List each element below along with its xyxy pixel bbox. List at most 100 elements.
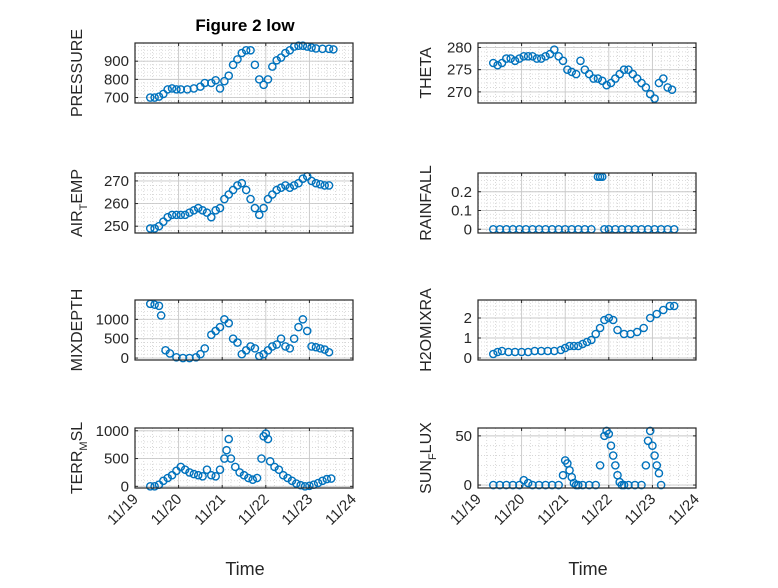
data-point [237,48,247,58]
data-point [211,206,220,215]
data-point [289,181,299,190]
data-point [200,344,210,353]
data-point [296,480,305,490]
data-point [193,203,203,213]
data-point [560,343,570,353]
data-point [159,217,168,226]
data-point [163,473,172,483]
data-point [176,210,186,220]
data-point [180,210,190,220]
data-point [611,74,620,83]
data-point [202,465,212,474]
data-point [298,41,308,51]
data-point [493,347,502,357]
data-point [656,480,666,490]
data-point [272,185,282,195]
data-point [532,54,542,63]
data-point [263,75,273,84]
data-point [268,342,277,351]
y-tick-label: 0 [464,477,472,494]
data-point [154,301,164,311]
axes-box [134,427,354,489]
data-point [554,480,563,490]
data-point [211,75,220,85]
data-point [608,315,618,325]
data-point [324,347,334,357]
data-point [167,210,177,220]
subplot-theta: 270 275 280 THETA [418,39,697,104]
data-point [488,58,498,68]
data-point [198,472,207,481]
data-point [558,56,568,66]
y-axis-label: SUNFLUX [418,422,439,494]
data-point [315,180,325,189]
data-point [582,337,592,347]
data-point [167,470,177,480]
data-point [198,206,207,215]
data-point [567,67,577,77]
data-point [246,342,255,351]
data-point [145,482,155,491]
data-point [206,470,216,480]
data-point [322,474,332,484]
data-point [239,470,249,480]
data-point [654,78,664,88]
data-point [233,181,242,190]
data-point [246,194,255,204]
data-point [163,212,172,222]
data-point [324,44,334,54]
axes-box [134,172,354,234]
data-point [523,52,533,61]
data-point [550,45,559,54]
data-point [159,476,168,486]
data-point [652,461,662,470]
data-point [632,74,642,83]
data-point [628,69,638,79]
data-point [313,478,323,488]
y-tick-label: 2 [464,310,472,327]
data-point [584,69,594,79]
data-point [215,84,225,93]
y-tick-label: 1000 [96,423,129,440]
data-point [663,83,672,92]
data-point [591,480,601,490]
data-point [268,190,277,199]
data-point [329,45,338,54]
data-point [652,309,662,319]
data-point [150,300,159,309]
data-point [545,49,555,59]
subplot-mixdepth: 0 500 1000 MIXDEPTH [69,289,354,371]
data-point [268,62,277,71]
data-point [648,441,657,451]
y-tick-label: 1000 [96,311,129,328]
data-point [669,301,679,311]
data-point [541,52,550,61]
y-tick-label: 50 [455,428,472,445]
data-point [589,74,598,83]
data-point [298,315,308,324]
data-point [654,468,664,478]
data-point [285,183,295,193]
data-point [287,476,297,486]
y-tick-label: 260 [104,196,129,213]
data-point [611,461,620,470]
data-point [285,344,295,353]
data-point [276,334,286,344]
axes-box [134,42,354,104]
y-tick-label: 270 [447,84,472,101]
data-point [519,52,529,61]
data-point [241,185,251,195]
y-axis-label: RAINFALL [418,165,435,241]
data-point [515,54,524,63]
data-point [320,181,329,190]
data-point [248,475,258,484]
data-point [241,45,251,55]
data-point [637,78,646,88]
data-point [263,434,273,444]
data-point [536,54,546,63]
data-point [228,185,238,195]
axes-box [477,427,697,489]
data-point [189,469,199,479]
y-axis-label: PRESSURE [69,29,86,117]
